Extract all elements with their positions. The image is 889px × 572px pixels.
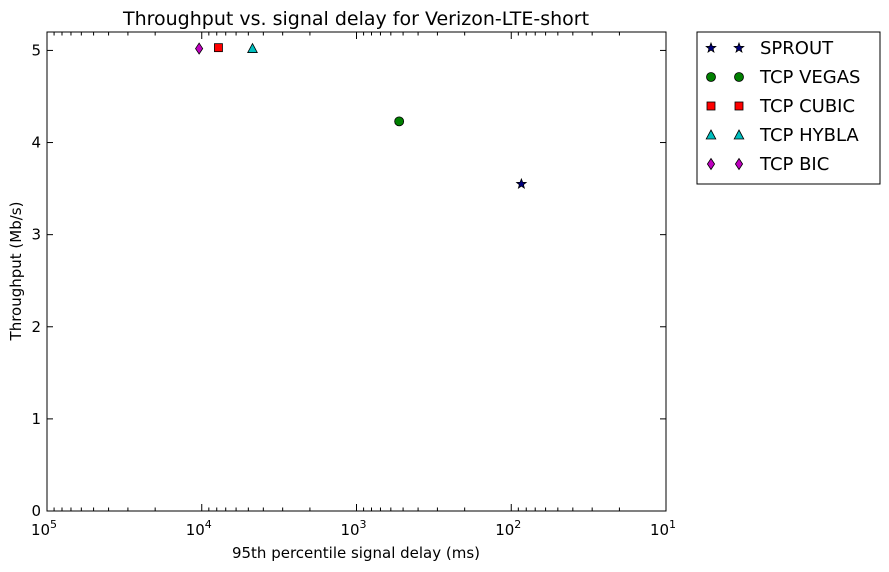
legend-label-tcp-cubic: TCP CUBIC xyxy=(759,96,855,117)
legend: SPROUT TCP VEGAS TCP CUBIC TCP HYBLA TCP BIC xyxy=(696,31,881,185)
y-tick-label: 3 xyxy=(31,226,41,244)
x-tick-label: 102 xyxy=(495,518,521,539)
x-tick-label: 104 xyxy=(186,518,212,539)
legend-marker-tcp-hybla xyxy=(705,129,717,140)
y-tick-label: 1 xyxy=(31,410,41,428)
y-axis-label: Throughput (Mb/s) xyxy=(7,202,25,342)
data-point-sprout xyxy=(515,177,528,189)
chart-title: Throughput vs. signal delay for Verizon-… xyxy=(122,8,589,30)
x-tick-label: 101 xyxy=(650,518,676,539)
y-tick-label: 0 xyxy=(31,502,41,520)
data-points xyxy=(195,42,528,189)
legend-marker-sprout xyxy=(733,41,745,53)
plot-area xyxy=(46,31,667,512)
legend-marker-tcp-bic xyxy=(734,157,744,171)
x-tick-label: 105 xyxy=(31,518,57,539)
x-tick-label: 103 xyxy=(340,518,366,539)
legend-marker-tcp-cubic xyxy=(706,101,716,111)
legend-marker-sprout xyxy=(705,41,717,53)
y-tick-label: 4 xyxy=(31,134,41,152)
data-point-tcp-vegas xyxy=(394,116,405,127)
legend-items: SPROUT TCP VEGAS TCP CUBIC TCP HYBLA TCP BIC xyxy=(705,38,860,175)
x-axis-label: 95th percentile signal delay (ms) xyxy=(232,544,480,562)
legend-label-tcp-bic: TCP BIC xyxy=(759,154,829,175)
legend-marker-tcp-vegas xyxy=(706,72,716,82)
data-point-tcp-bic xyxy=(195,42,204,55)
legend-marker-tcp-vegas xyxy=(734,72,744,82)
legend-label-sprout: SPROUT xyxy=(760,38,834,59)
legend-frame xyxy=(696,31,881,185)
legend-marker-tcp-hybla xyxy=(733,129,745,140)
ticks-layer: 0 1 2 3 4 5 105 104 103 102 101 xyxy=(31,32,676,539)
legend-label-tcp-hybla: TCP HYBLA xyxy=(759,125,859,146)
y-tick-label: 5 xyxy=(31,41,41,59)
legend-label-tcp-vegas: TCP VEGAS xyxy=(759,67,860,88)
data-point-tcp-cubic xyxy=(214,43,223,53)
legend-marker-tcp-bic xyxy=(706,157,716,171)
y-tick-label: 2 xyxy=(31,318,41,336)
legend-marker-tcp-cubic xyxy=(734,101,744,111)
data-point-tcp-hybla xyxy=(247,42,258,53)
